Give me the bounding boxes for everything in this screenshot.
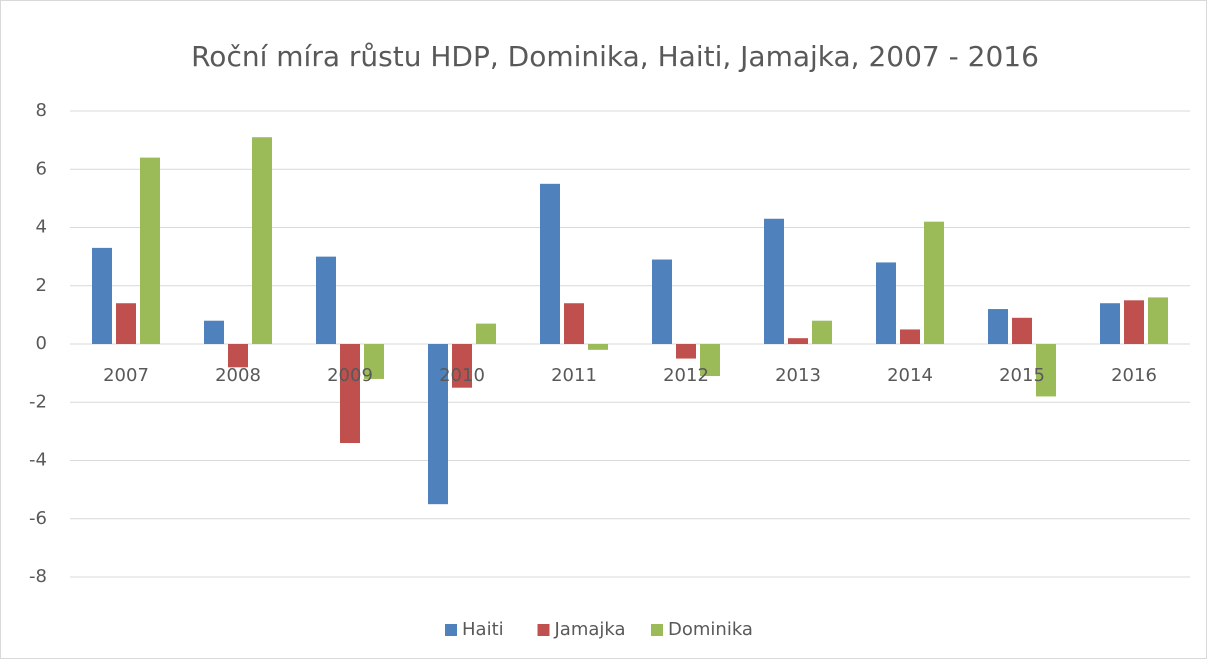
- legend-label: Jamajka: [554, 619, 626, 640]
- bar: [428, 344, 448, 505]
- bar: [540, 183, 560, 344]
- legend-swatch: [537, 624, 550, 636]
- bar: [204, 320, 224, 344]
- bar: [476, 323, 496, 344]
- bar: [1036, 344, 1056, 397]
- x-tick-label: 2008: [215, 365, 261, 386]
- bar: [1148, 297, 1168, 344]
- x-tick-label: 2014: [887, 365, 933, 386]
- bar: [364, 344, 384, 379]
- x-tick-label: 2010: [439, 365, 485, 386]
- y-tick-label: 8: [36, 100, 47, 121]
- bar: [900, 329, 920, 344]
- chart-title: Roční míra růstu HDP, Dominika, Haiti, J…: [191, 40, 1039, 73]
- bar: [588, 344, 608, 350]
- bar: [1124, 300, 1144, 344]
- x-tick-label: 2007: [103, 365, 149, 386]
- bar: [764, 218, 784, 344]
- y-tick-label: -8: [29, 566, 47, 587]
- bar: [812, 320, 832, 344]
- bar: [1012, 317, 1032, 344]
- y-tick-label: -6: [29, 508, 47, 529]
- bar: [92, 247, 112, 344]
- x-tick-label: 2015: [999, 365, 1045, 386]
- legend-label: Haiti: [462, 619, 504, 640]
- x-tick-label: 2016: [1111, 365, 1157, 386]
- x-tick-label: 2012: [663, 365, 709, 386]
- y-tick-label: 4: [36, 217, 47, 238]
- bar: [340, 344, 360, 444]
- bar: [988, 309, 1008, 344]
- bar: [788, 338, 808, 344]
- bar: [140, 157, 160, 344]
- bar: [700, 344, 720, 377]
- bar: [316, 256, 336, 344]
- bar: [116, 303, 136, 344]
- y-tick-label: -2: [29, 391, 47, 412]
- bar: [452, 344, 472, 388]
- x-tick-label: 2009: [327, 365, 373, 386]
- y-tick-label: 6: [36, 158, 47, 179]
- bar: [252, 137, 272, 344]
- bar: [652, 259, 672, 344]
- x-tick-label: 2013: [775, 365, 821, 386]
- bar: [1100, 303, 1120, 344]
- legend-swatch: [445, 624, 457, 636]
- bar: [924, 221, 944, 344]
- y-tick-label: 0: [36, 333, 47, 354]
- x-tick-label: 2011: [551, 365, 597, 386]
- y-tick-label: 2: [36, 275, 47, 296]
- legend-label: Dominika: [668, 619, 753, 640]
- y-tick-label: -4: [29, 450, 47, 471]
- bar: [876, 262, 896, 344]
- bar: [228, 344, 248, 368]
- legend-swatch: [651, 624, 663, 636]
- bar: [676, 344, 696, 359]
- bar: [564, 303, 584, 344]
